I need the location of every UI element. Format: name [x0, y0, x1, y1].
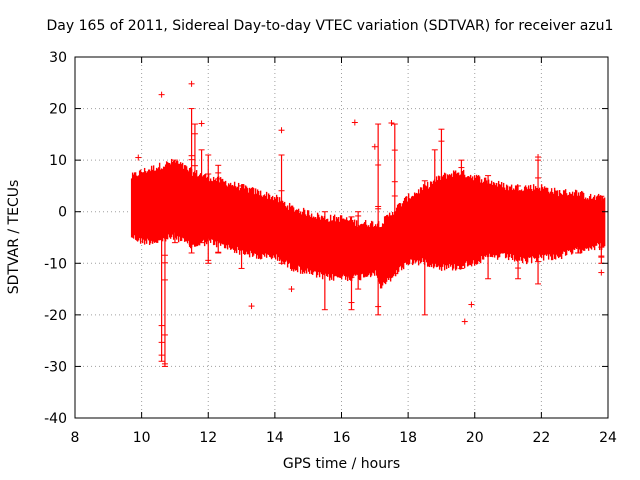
- chart-title: Day 165 of 2011, Sidereal Day-to-day VTE…: [46, 18, 614, 34]
- data-point: [158, 91, 165, 98]
- y-tick-label: 10: [49, 153, 67, 169]
- y-axis-label: SDTVAR / TECUs: [6, 179, 22, 295]
- data-point: [351, 119, 358, 126]
- y-tick-label: 0: [58, 205, 67, 221]
- data-point: [198, 120, 205, 127]
- y-tick-label: -40: [44, 411, 67, 427]
- data-point: [388, 120, 395, 127]
- x-tick-label: 18: [399, 430, 417, 446]
- x-tick-label: 16: [333, 430, 351, 446]
- data-point: [188, 80, 195, 87]
- data-point: [535, 154, 542, 161]
- data-point: [598, 269, 605, 276]
- data-point: [288, 286, 295, 293]
- data-point: [135, 154, 142, 161]
- axis-ticks: [74, 56, 609, 419]
- y-tick-label: -30: [44, 359, 67, 375]
- data-point: [371, 143, 378, 150]
- data-point: [248, 303, 255, 310]
- x-tick-label: 12: [199, 430, 217, 446]
- x-axis-label: GPS time / hours: [282, 456, 401, 472]
- y-tick-label: 30: [49, 50, 67, 66]
- y-tick-label: -20: [44, 308, 67, 324]
- x-tick-label: 20: [466, 430, 484, 446]
- x-tick-label: 14: [266, 430, 284, 446]
- data-points: [130, 80, 606, 367]
- data-point: [278, 127, 285, 134]
- x-tick-label: 8: [71, 430, 80, 446]
- y-tick-label: 20: [49, 102, 67, 118]
- data-point: [161, 360, 168, 367]
- y-tick-label: -10: [44, 256, 67, 272]
- data-point: [461, 318, 468, 325]
- data-point: [468, 301, 475, 308]
- tick-labels: 8 10 12 14 16 18 20 22 24 -40 -30 -20 -10 0 10 20 30: [44, 50, 617, 446]
- x-tick-label: 10: [133, 430, 151, 446]
- data-point: [375, 303, 382, 310]
- x-tick-label: 24: [599, 430, 617, 446]
- x-tick-label: 22: [532, 430, 550, 446]
